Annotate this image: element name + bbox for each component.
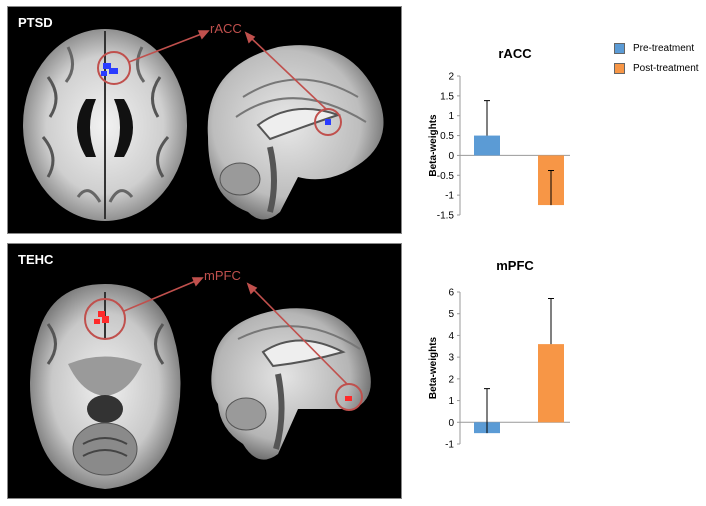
tehc-brain-panel: TEHC mPFC	[7, 243, 402, 499]
tehc-roi-circle-axial	[84, 298, 126, 340]
mpfc-region-label: mPFC	[204, 268, 241, 283]
racc-y-tick-label: 2	[448, 72, 454, 83]
legend-label-pre: Pre-treatment	[633, 42, 695, 54]
tehc-region-arrows	[123, 277, 348, 385]
mpfc-y-tick-label: 5	[448, 309, 454, 320]
ptsd-brain-illustration	[23, 29, 384, 221]
mpfc-y-tick-label: 1	[448, 396, 454, 407]
racc-y-tick-label: 1.5	[440, 91, 454, 102]
chart-legend: Pre-treatment Post-treatment	[614, 38, 699, 78]
racc-bar-chart: rACC 2 1.5 1 0.5 0 -0.5 -1 -1.5 Beta-weights	[428, 46, 570, 222]
ptsd-roi-circle-axial	[97, 51, 131, 85]
legend-swatch-post	[614, 62, 625, 74]
mpfc-bar-post	[538, 344, 564, 423]
ptsd-roi-circle-sagittal	[314, 108, 342, 136]
mpfc-y-tick-label: 2	[448, 374, 454, 385]
ptsd-activation-marker-axial	[101, 63, 118, 76]
racc-y-tick-label: 0.5	[440, 131, 454, 142]
racc-y-tick-label: -0.5	[437, 171, 455, 182]
mpfc-bar-chart: mPFC 6 5 4 3 2 1 0 -1 Beta-weights	[428, 258, 570, 451]
racc-y-tick-label: 0	[448, 151, 454, 162]
ptsd-panel-label: PTSD	[18, 15, 53, 30]
mpfc-y-tick-label: 4	[448, 331, 454, 342]
mpfc-y-tick-label: -1	[445, 440, 454, 451]
ptsd-brain-panel: PTSD rACC	[7, 6, 402, 234]
mpfc-y-tick-label: 0	[448, 418, 454, 429]
mpfc-y-tick-label: 3	[448, 353, 454, 364]
ptsd-activation-marker-sagittal	[325, 119, 331, 125]
mpfc-y-axis-label: Beta-weights	[428, 336, 439, 399]
tehc-panel-label: TEHC	[18, 252, 54, 267]
racc-chart-title: rACC	[498, 46, 532, 61]
racc-region-label: rACC	[210, 21, 242, 36]
mpfc-y-tick-label: 6	[448, 288, 454, 299]
tehc-activation-marker-axial	[94, 311, 109, 324]
ptsd-region-arrows	[128, 30, 327, 110]
racc-bar-pre	[474, 135, 500, 156]
mpfc-chart-title: mPFC	[496, 258, 534, 273]
tehc-brain-illustration	[30, 277, 371, 489]
legend-swatch-pre	[614, 42, 625, 54]
legend-label-post: Post-treatment	[633, 62, 699, 74]
racc-y-tick-label: -1	[445, 191, 454, 202]
racc-y-axis-label: Beta-weights	[428, 114, 439, 177]
legend-item-post: Post-treatment	[614, 58, 699, 78]
tehc-activation-marker-sagittal	[345, 396, 352, 401]
tehc-roi-circle-sagittal	[335, 383, 363, 411]
racc-y-tick-label: 1	[448, 111, 454, 122]
racc-y-tick-label: -1.5	[437, 211, 455, 222]
legend-item-pre: Pre-treatment	[614, 38, 699, 58]
